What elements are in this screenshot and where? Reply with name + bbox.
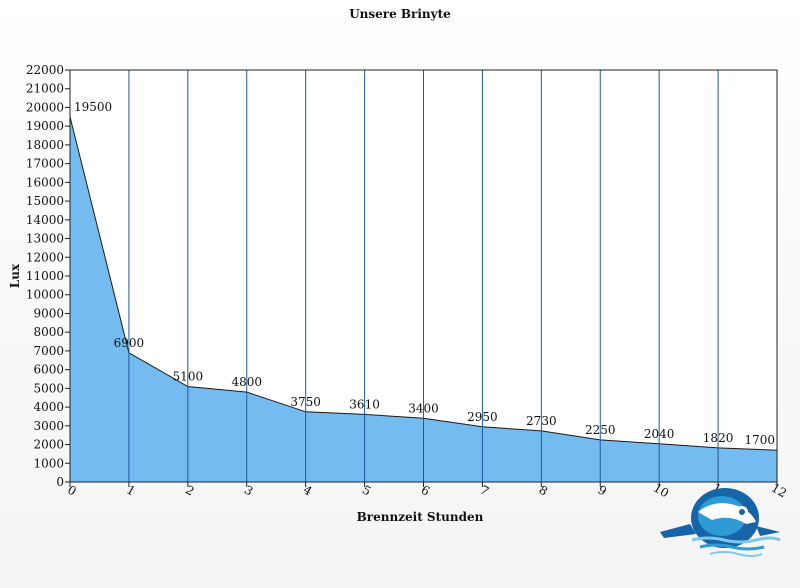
x-tick-label: 5 <box>360 483 374 499</box>
data-label: 1820 <box>703 431 734 445</box>
y-tick-label: 8000 <box>33 325 64 339</box>
x-axis-label: Brennzeit Stunden <box>357 510 484 524</box>
data-label: 1700 <box>744 433 775 447</box>
y-tick-label: 6000 <box>33 363 64 377</box>
y-tick-label: 12000 <box>26 250 64 264</box>
y-tick-label: 17000 <box>26 157 64 171</box>
y-tick-label: 14000 <box>26 213 64 227</box>
y-tick-label: 16000 <box>26 175 64 189</box>
y-tick-label: 4000 <box>33 400 64 414</box>
y-tick-label: 2000 <box>33 438 64 452</box>
grid-lines <box>128 70 778 482</box>
y-tick-label: 21000 <box>26 82 64 96</box>
data-labels: 19500 6900 5100 4800 3750 3610 3400 2950 2730 225… <box>74 100 775 447</box>
y-tick-label: 10000 <box>26 288 64 302</box>
x-tick-label: 1 <box>124 483 138 499</box>
data-label: 19500 <box>74 100 112 114</box>
x-tick-label: 3 <box>242 483 256 499</box>
y-tick-label: 11000 <box>26 269 64 283</box>
y-tick-label: 9000 <box>33 306 64 320</box>
data-label: 2730 <box>526 414 557 428</box>
y-tick-label: 22000 <box>26 63 64 77</box>
y-tick-label: 15000 <box>26 194 64 208</box>
chart-title: Unsere Brinyte <box>349 7 451 21</box>
y-axis-ticks: 0 1000 2000 3000 4000 5000 6000 7000 8000 9000 100… <box>26 63 70 489</box>
data-label: 3400 <box>408 401 439 415</box>
y-axis-label: Lux <box>8 263 22 288</box>
data-label: 5100 <box>173 369 204 383</box>
area-fill <box>70 116 777 483</box>
x-tick-label: 12 <box>769 481 789 501</box>
x-tick-label: 8 <box>537 483 551 499</box>
x-tick-label: 2 <box>183 483 197 499</box>
data-label: 4800 <box>231 375 262 389</box>
y-tick-label: 20000 <box>26 100 64 114</box>
x-tick-label: 0 <box>65 483 79 499</box>
y-tick-label: 7000 <box>33 344 64 358</box>
data-label: 3750 <box>290 395 321 409</box>
y-tick-label: 13000 <box>26 232 64 246</box>
y-tick-label: 0 <box>56 475 64 489</box>
diver-logo-icon <box>660 488 781 557</box>
x-tick-label: 6 <box>419 483 433 499</box>
y-tick-label: 1000 <box>33 456 64 470</box>
data-label: 2040 <box>644 427 675 441</box>
y-tick-label: 19000 <box>26 119 64 133</box>
x-tick-label: 9 <box>595 483 609 499</box>
x-tick-label: 10 <box>651 481 671 501</box>
x-tick-label: 7 <box>478 483 492 499</box>
y-tick-label: 18000 <box>26 138 64 152</box>
y-tick-label: 3000 <box>33 419 64 433</box>
y-tick-label: 5000 <box>33 381 64 395</box>
x-tick-label: 4 <box>301 483 315 499</box>
x-axis-ticks: 0123456789101112 <box>65 481 789 501</box>
data-label: 2950 <box>467 410 498 424</box>
data-label: 2250 <box>585 423 616 437</box>
data-label: 3610 <box>349 397 380 411</box>
data-label: 6900 <box>114 336 145 350</box>
